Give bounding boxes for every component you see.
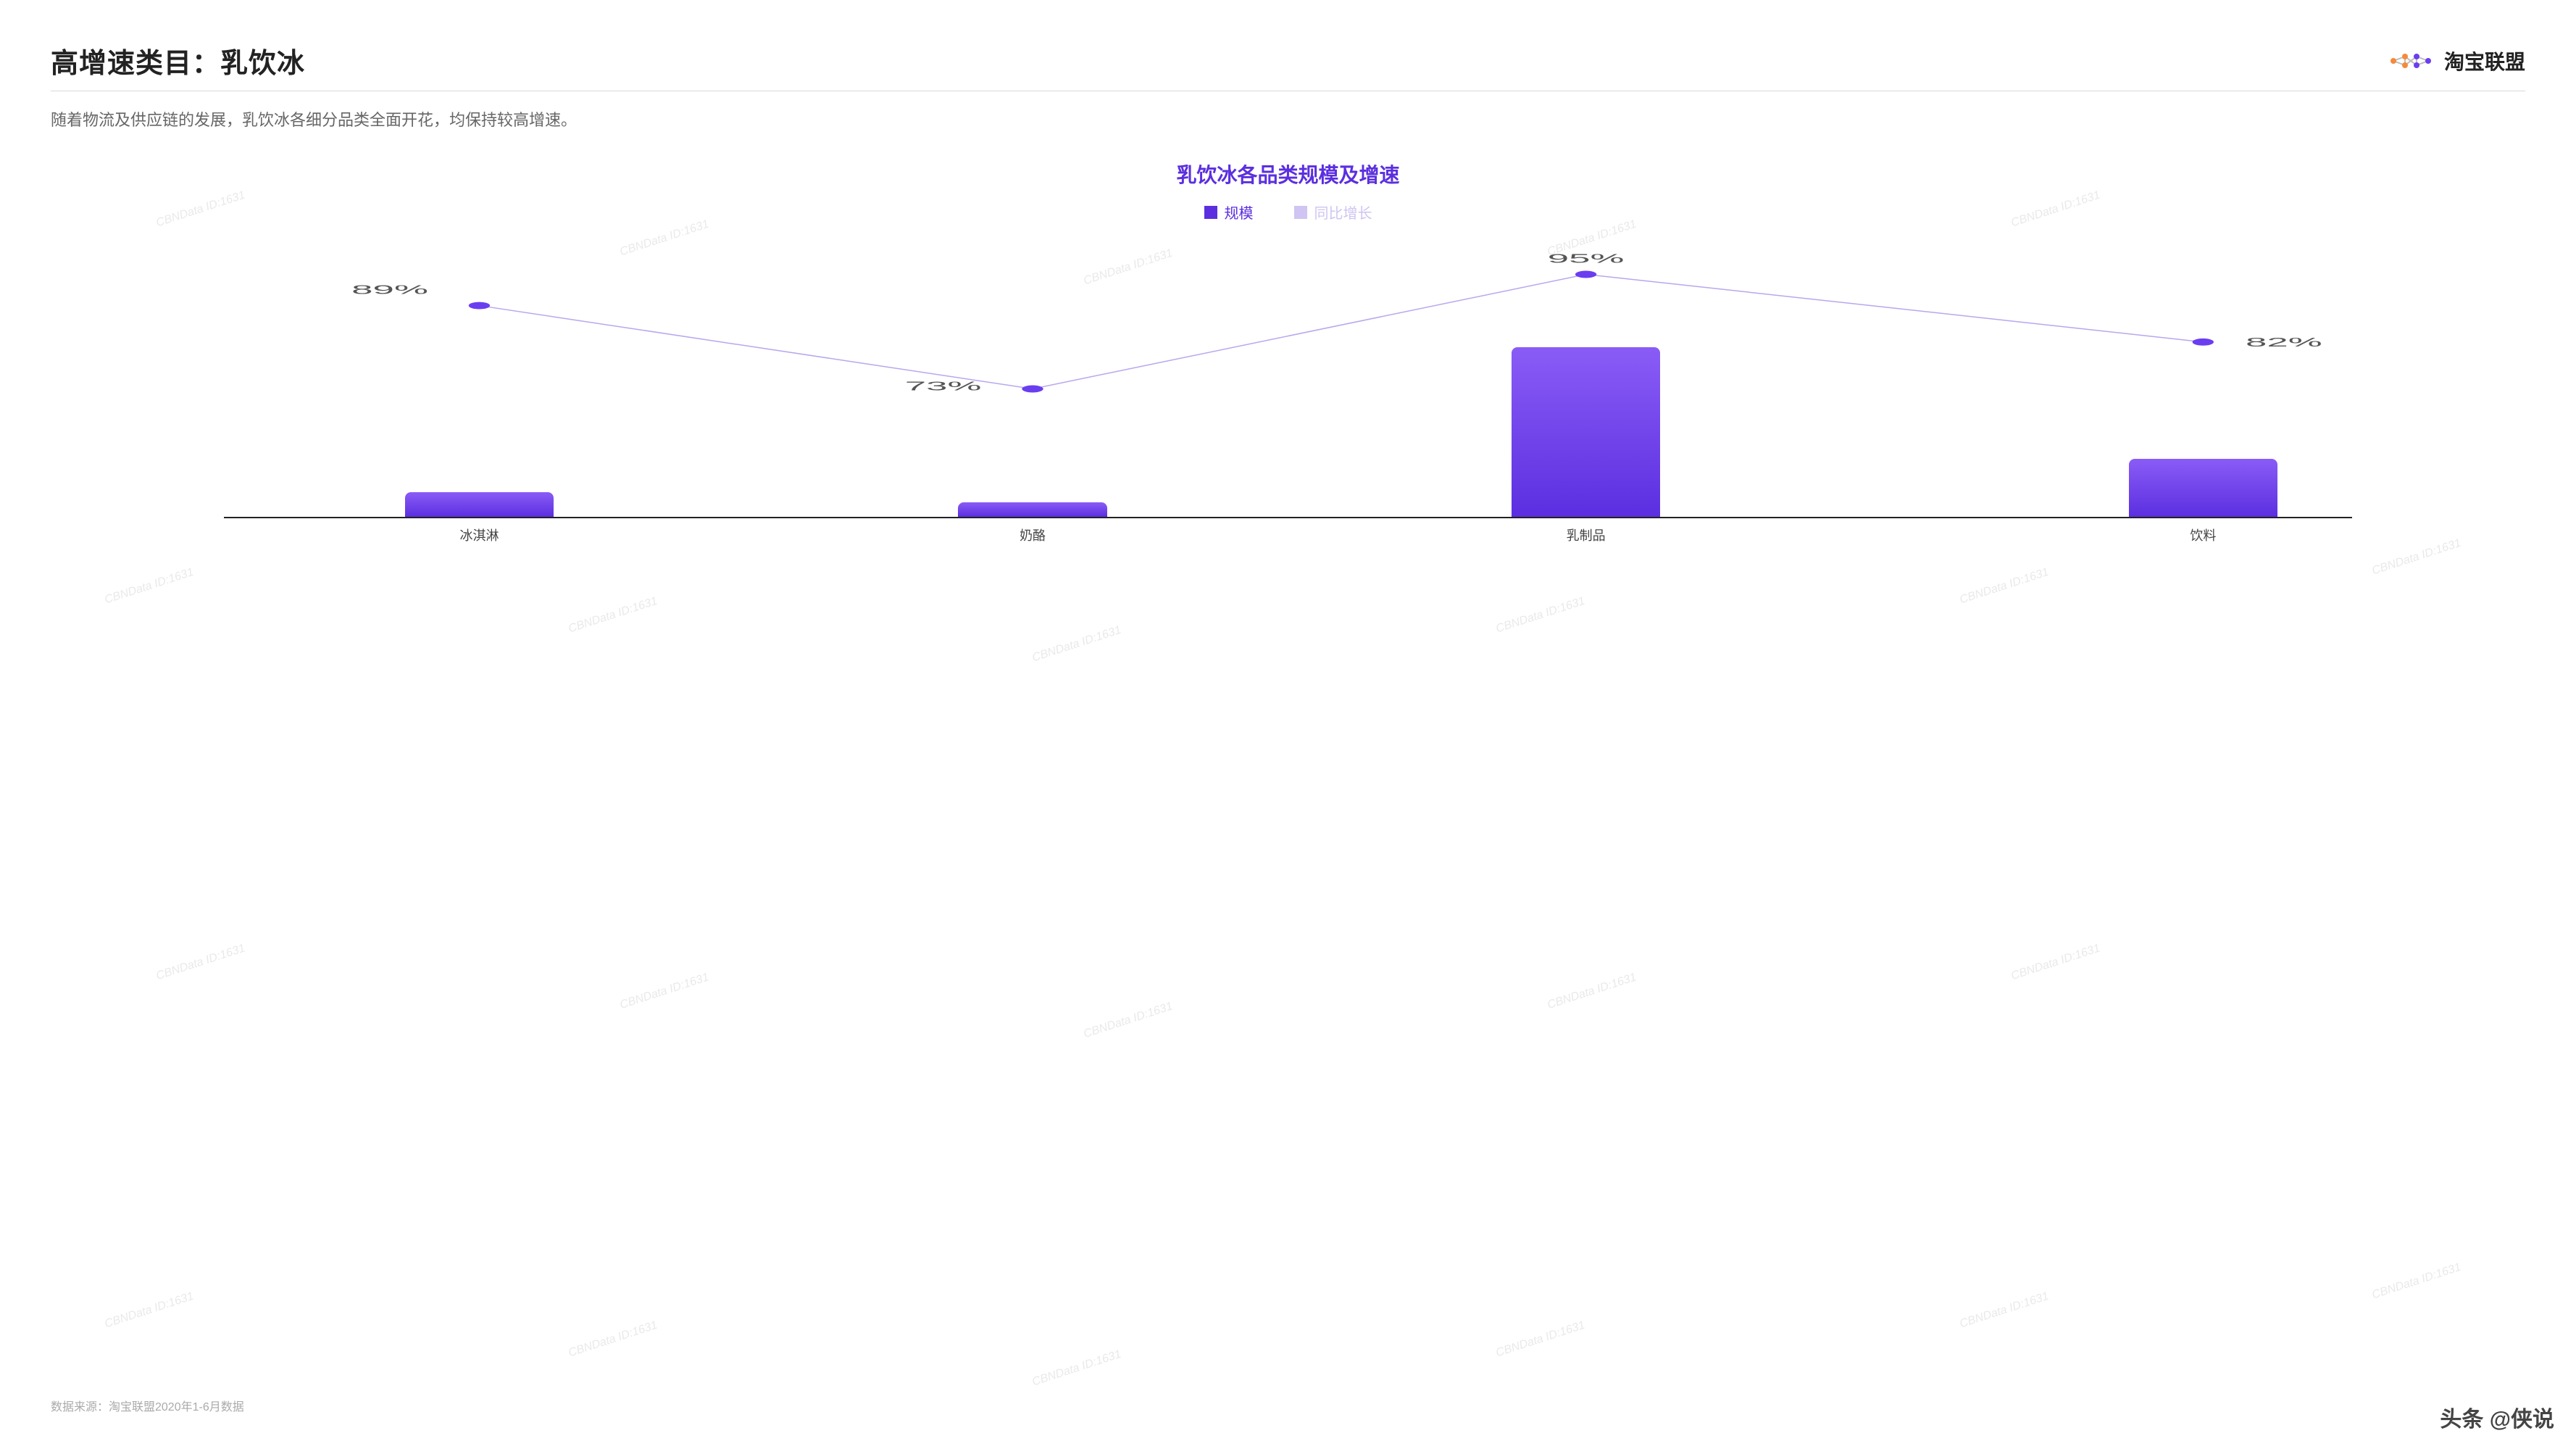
header: 高增速类目：乳饮冰 淘宝联盟 bbox=[51, 41, 2525, 80]
brand: 淘宝联盟 bbox=[2388, 46, 2525, 75]
watermark-corner: 头条 @侠说 bbox=[2440, 1401, 2554, 1433]
svg-text:82%: 82% bbox=[2246, 335, 2322, 349]
brand-logo-icon bbox=[2388, 49, 2434, 72]
legend-swatch bbox=[1294, 206, 1307, 219]
chart-x-labels: 冰淇淋 奶酪 乳制品 饮料 bbox=[224, 526, 2352, 547]
brand-text: 淘宝联盟 bbox=[2444, 46, 2525, 75]
footer-source: 数据来源：淘宝联盟2020年1-6月数据 bbox=[51, 1397, 2525, 1414]
svg-text:95%: 95% bbox=[1548, 252, 1625, 266]
svg-text:89%: 89% bbox=[351, 283, 428, 297]
chart: 乳饮冰各品类规模及增速 规模 同比增长 89% 73% 95% 82% 冰淇淋 奶酪 乳制品… bbox=[51, 159, 2525, 1382]
page-title: 高增速类目：乳饮冰 bbox=[51, 41, 305, 80]
chart-legend: 规模 同比增长 bbox=[1204, 202, 1372, 223]
chart-area: 89% 73% 95% 82% 冰淇淋 奶酪 乳制品 饮料 bbox=[224, 243, 2352, 547]
svg-text:73%: 73% bbox=[905, 379, 982, 394]
legend-item: 规模 bbox=[1204, 202, 1254, 223]
subtitle: 随着物流及供应链的发展，乳饮冰各细分品类全面开花，均保持较高增速。 bbox=[51, 107, 2525, 130]
x-axis-label: 乳制品 bbox=[1567, 526, 1606, 544]
chart-title: 乳饮冰各品类规模及增速 bbox=[1176, 159, 1399, 188]
chart-bar bbox=[1512, 347, 1661, 517]
legend-item: 同比增长 bbox=[1294, 202, 1372, 223]
legend-label: 规模 bbox=[1225, 202, 1254, 223]
chart-bar bbox=[405, 492, 554, 517]
chart-bar bbox=[958, 502, 1107, 517]
legend-swatch bbox=[1204, 206, 1217, 219]
chart-bar bbox=[2129, 459, 2278, 517]
slide: CBNData ID:1631CBNData ID:1631CBNData ID… bbox=[0, 0, 2576, 1449]
chart-line-layer: 89% 73% 95% 82% bbox=[224, 243, 2352, 517]
x-axis-label: 饮料 bbox=[2190, 526, 2216, 544]
x-axis-label: 冰淇淋 bbox=[459, 526, 499, 544]
chart-plot: 89% 73% 95% 82% bbox=[224, 243, 2352, 518]
x-axis-label: 奶酪 bbox=[1020, 526, 1046, 544]
legend-label: 同比增长 bbox=[1314, 202, 1372, 223]
